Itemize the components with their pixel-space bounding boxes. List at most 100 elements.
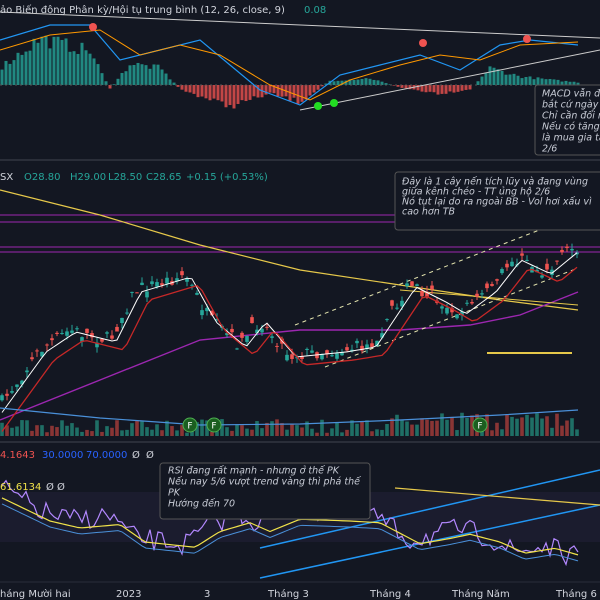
volume-bar [0, 422, 4, 436]
candle [275, 345, 279, 347]
volume-bar [250, 429, 254, 436]
symbol: SX [0, 172, 13, 183]
volume-bar [190, 428, 194, 436]
channel [259, 469, 600, 549]
candle [105, 332, 109, 334]
candle [575, 252, 579, 255]
macd-histogram [508, 74, 512, 85]
macd-histogram [556, 79, 560, 85]
macd-histogram [484, 72, 488, 85]
volume-bar [90, 431, 94, 436]
volume-bar [60, 420, 64, 436]
candle [90, 333, 94, 338]
volume-bar [145, 427, 149, 436]
macd-histogram [88, 53, 92, 85]
x-label: 3 [204, 589, 210, 600]
candle [110, 335, 114, 339]
volume-bar [55, 427, 59, 436]
candle [205, 307, 209, 312]
volume-bar [360, 421, 364, 436]
macd-histogram [128, 65, 132, 85]
note-text: PK [168, 488, 181, 499]
volume-bar [570, 418, 574, 436]
volume-bar [370, 431, 374, 436]
macd-histogram [240, 85, 244, 101]
macd-histogram [384, 83, 388, 85]
macd-histogram [492, 67, 496, 85]
volume-bar [160, 430, 164, 436]
macd-histogram [0, 69, 4, 85]
note-text: là mua gia tă [542, 133, 600, 144]
candle [330, 355, 334, 357]
candle [485, 283, 489, 289]
volume-bar [420, 418, 424, 436]
candle [80, 337, 84, 342]
candle [230, 328, 234, 333]
note-text: cao hơn TB [402, 207, 455, 218]
x-label: Tháng Năm [451, 588, 510, 600]
macd-histogram [340, 80, 344, 85]
candle [480, 293, 484, 295]
candle [265, 326, 269, 328]
rsi-flag: Ø Ø [46, 481, 65, 493]
macd-histogram [244, 85, 248, 102]
macd-histogram [336, 80, 340, 85]
macd-histogram [64, 38, 68, 85]
candle [5, 393, 9, 396]
macd-histogram [220, 85, 224, 102]
volume-bar [5, 425, 9, 436]
volume-bar [495, 422, 499, 436]
volume-bar [345, 429, 349, 436]
candle [135, 292, 139, 294]
macd-histogram [360, 79, 364, 85]
candle [560, 249, 564, 253]
volume-bar [430, 420, 434, 436]
volume-bar [20, 420, 24, 436]
macd-histogram [160, 69, 164, 85]
note-text: Nếu nay 5/6 vượt trend vàng thì phá thế [168, 477, 362, 488]
rsi-value: 4.1643 [0, 450, 35, 461]
volume-bar [75, 427, 79, 436]
volume-bar [25, 420, 29, 436]
volume-bar [275, 419, 279, 436]
candle [245, 335, 249, 342]
volume-bar [455, 430, 459, 436]
macd-histogram [60, 39, 64, 85]
volume-bar [510, 416, 514, 436]
macd-histogram [264, 85, 268, 95]
candle [45, 344, 49, 346]
candle [550, 269, 554, 275]
channel [324, 267, 579, 368]
volume-bar [175, 430, 179, 436]
macd-histogram [572, 81, 576, 85]
macd-histogram [84, 50, 88, 85]
candle [50, 338, 54, 341]
volume-bar [540, 418, 544, 436]
marker-label: F [477, 422, 482, 432]
macd-histogram [272, 85, 276, 94]
rsi-ma [1, 497, 579, 556]
volume-bar [280, 423, 284, 436]
macd-histogram [236, 85, 240, 104]
volume-bar [295, 425, 299, 436]
volume-bar [50, 425, 54, 436]
candle [360, 345, 364, 351]
candle [255, 329, 259, 334]
macd-histogram [444, 85, 448, 94]
macd-value: 0.08 [304, 5, 326, 16]
close: C28.65 [146, 172, 182, 183]
volume-bar [140, 420, 144, 436]
macd-histogram [224, 85, 228, 108]
macd-histogram [32, 38, 36, 85]
macd-histogram [136, 62, 140, 85]
volume-bar [270, 421, 274, 436]
note-text: 2/6 [542, 144, 557, 155]
macd-histogram [80, 42, 84, 85]
macd-histogram [48, 48, 52, 85]
marker-label: F [187, 422, 192, 432]
macd-histogram [532, 79, 536, 85]
candle [300, 356, 304, 360]
macd-histogram [140, 64, 144, 85]
macd-histogram [400, 85, 404, 88]
volume-bar [385, 423, 389, 436]
